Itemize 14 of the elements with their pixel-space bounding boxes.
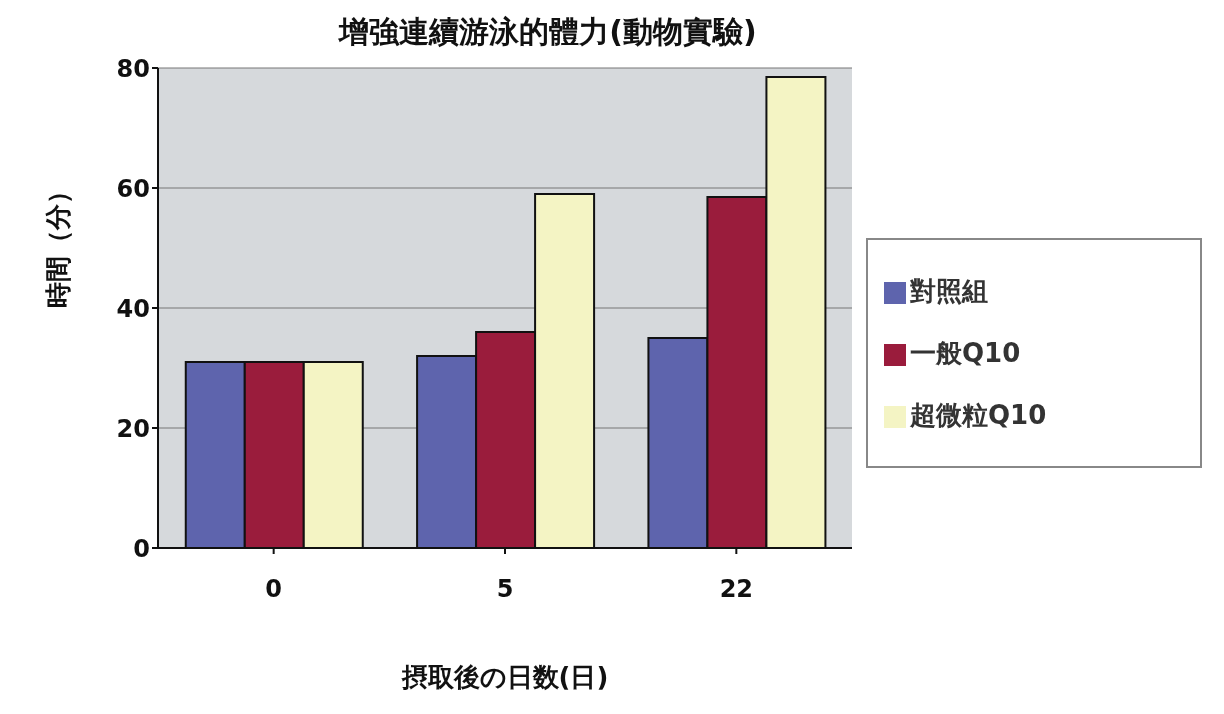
y-tick-label: 40 [116, 294, 150, 323]
x-axis-title: 摂取後の日数(日) [400, 662, 609, 692]
y-tick-label: 80 [116, 54, 150, 83]
x-tick-label: 22 [719, 575, 754, 604]
x-tick-label: 5 [496, 575, 514, 604]
y-tick-label: 20 [116, 414, 150, 443]
legend-label: 對照組 [910, 276, 988, 306]
legend-label: 超微粒Q10 [910, 400, 1047, 430]
y-tick-label: 0 [133, 534, 150, 563]
chart-title: 增強連續游泳的體力(動物實驗) [337, 13, 758, 51]
x-tick-label: 0 [265, 575, 283, 604]
y-axis-title: 時間（分） [43, 178, 74, 308]
y-tick-label: 60 [116, 174, 150, 203]
legend-label: 一般Q10 [910, 338, 1021, 368]
